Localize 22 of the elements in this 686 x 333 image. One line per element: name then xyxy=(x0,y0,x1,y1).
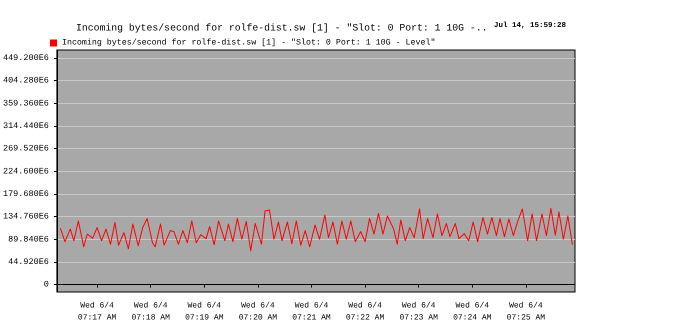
y-tick-label: 449.200E6 xyxy=(2,52,49,63)
y-tick-label: 44.920E6 xyxy=(8,256,49,267)
y-tick-label: 179.680E6 xyxy=(2,188,49,199)
y-tick-label: 404.280E6 xyxy=(2,76,49,86)
y-tick-label: 134.760E6 xyxy=(2,212,49,222)
y-tick-label: 269.520E6 xyxy=(2,144,49,154)
y-tick-label: 89.840E6 xyxy=(8,234,49,244)
x-tick-label: Wed 6/4 07:21 AM xyxy=(292,302,331,322)
legend-label: Incoming bytes/second for rolfe-dist.sw [1] - "Slot: 0 Port: 1 10G - Level" xyxy=(62,38,436,48)
chart-title: Incoming bytes/second for rolfe-dist.sw [1] - "Slot: 0 Port: 1 10G -.. xyxy=(76,22,488,34)
y-tick-label: 0 xyxy=(44,280,49,290)
y-tick-label: 224.600E6 xyxy=(2,166,49,176)
x-tick-label: Wed 6/4 07:17 AM xyxy=(78,302,117,322)
y-tick-label: 314.440E6 xyxy=(2,120,49,131)
x-tick-label: Wed 6/4 07:24 AM xyxy=(453,302,492,322)
x-tick-label: Wed 6/4 07:23 AM xyxy=(399,302,438,322)
x-tick-label: Wed 6/4 07:20 AM xyxy=(238,302,278,322)
x-tick-label: Wed 6/4 07:25 AM xyxy=(506,302,546,322)
x-tick-label: Wed 6/4 07:19 AM xyxy=(185,302,224,322)
y-tick-label: 359.360E6 xyxy=(2,98,49,108)
x-tick-label: Wed 6/4 07:18 AM xyxy=(131,302,170,322)
x-tick-label: Wed 6/4 07:22 AM xyxy=(346,302,384,322)
